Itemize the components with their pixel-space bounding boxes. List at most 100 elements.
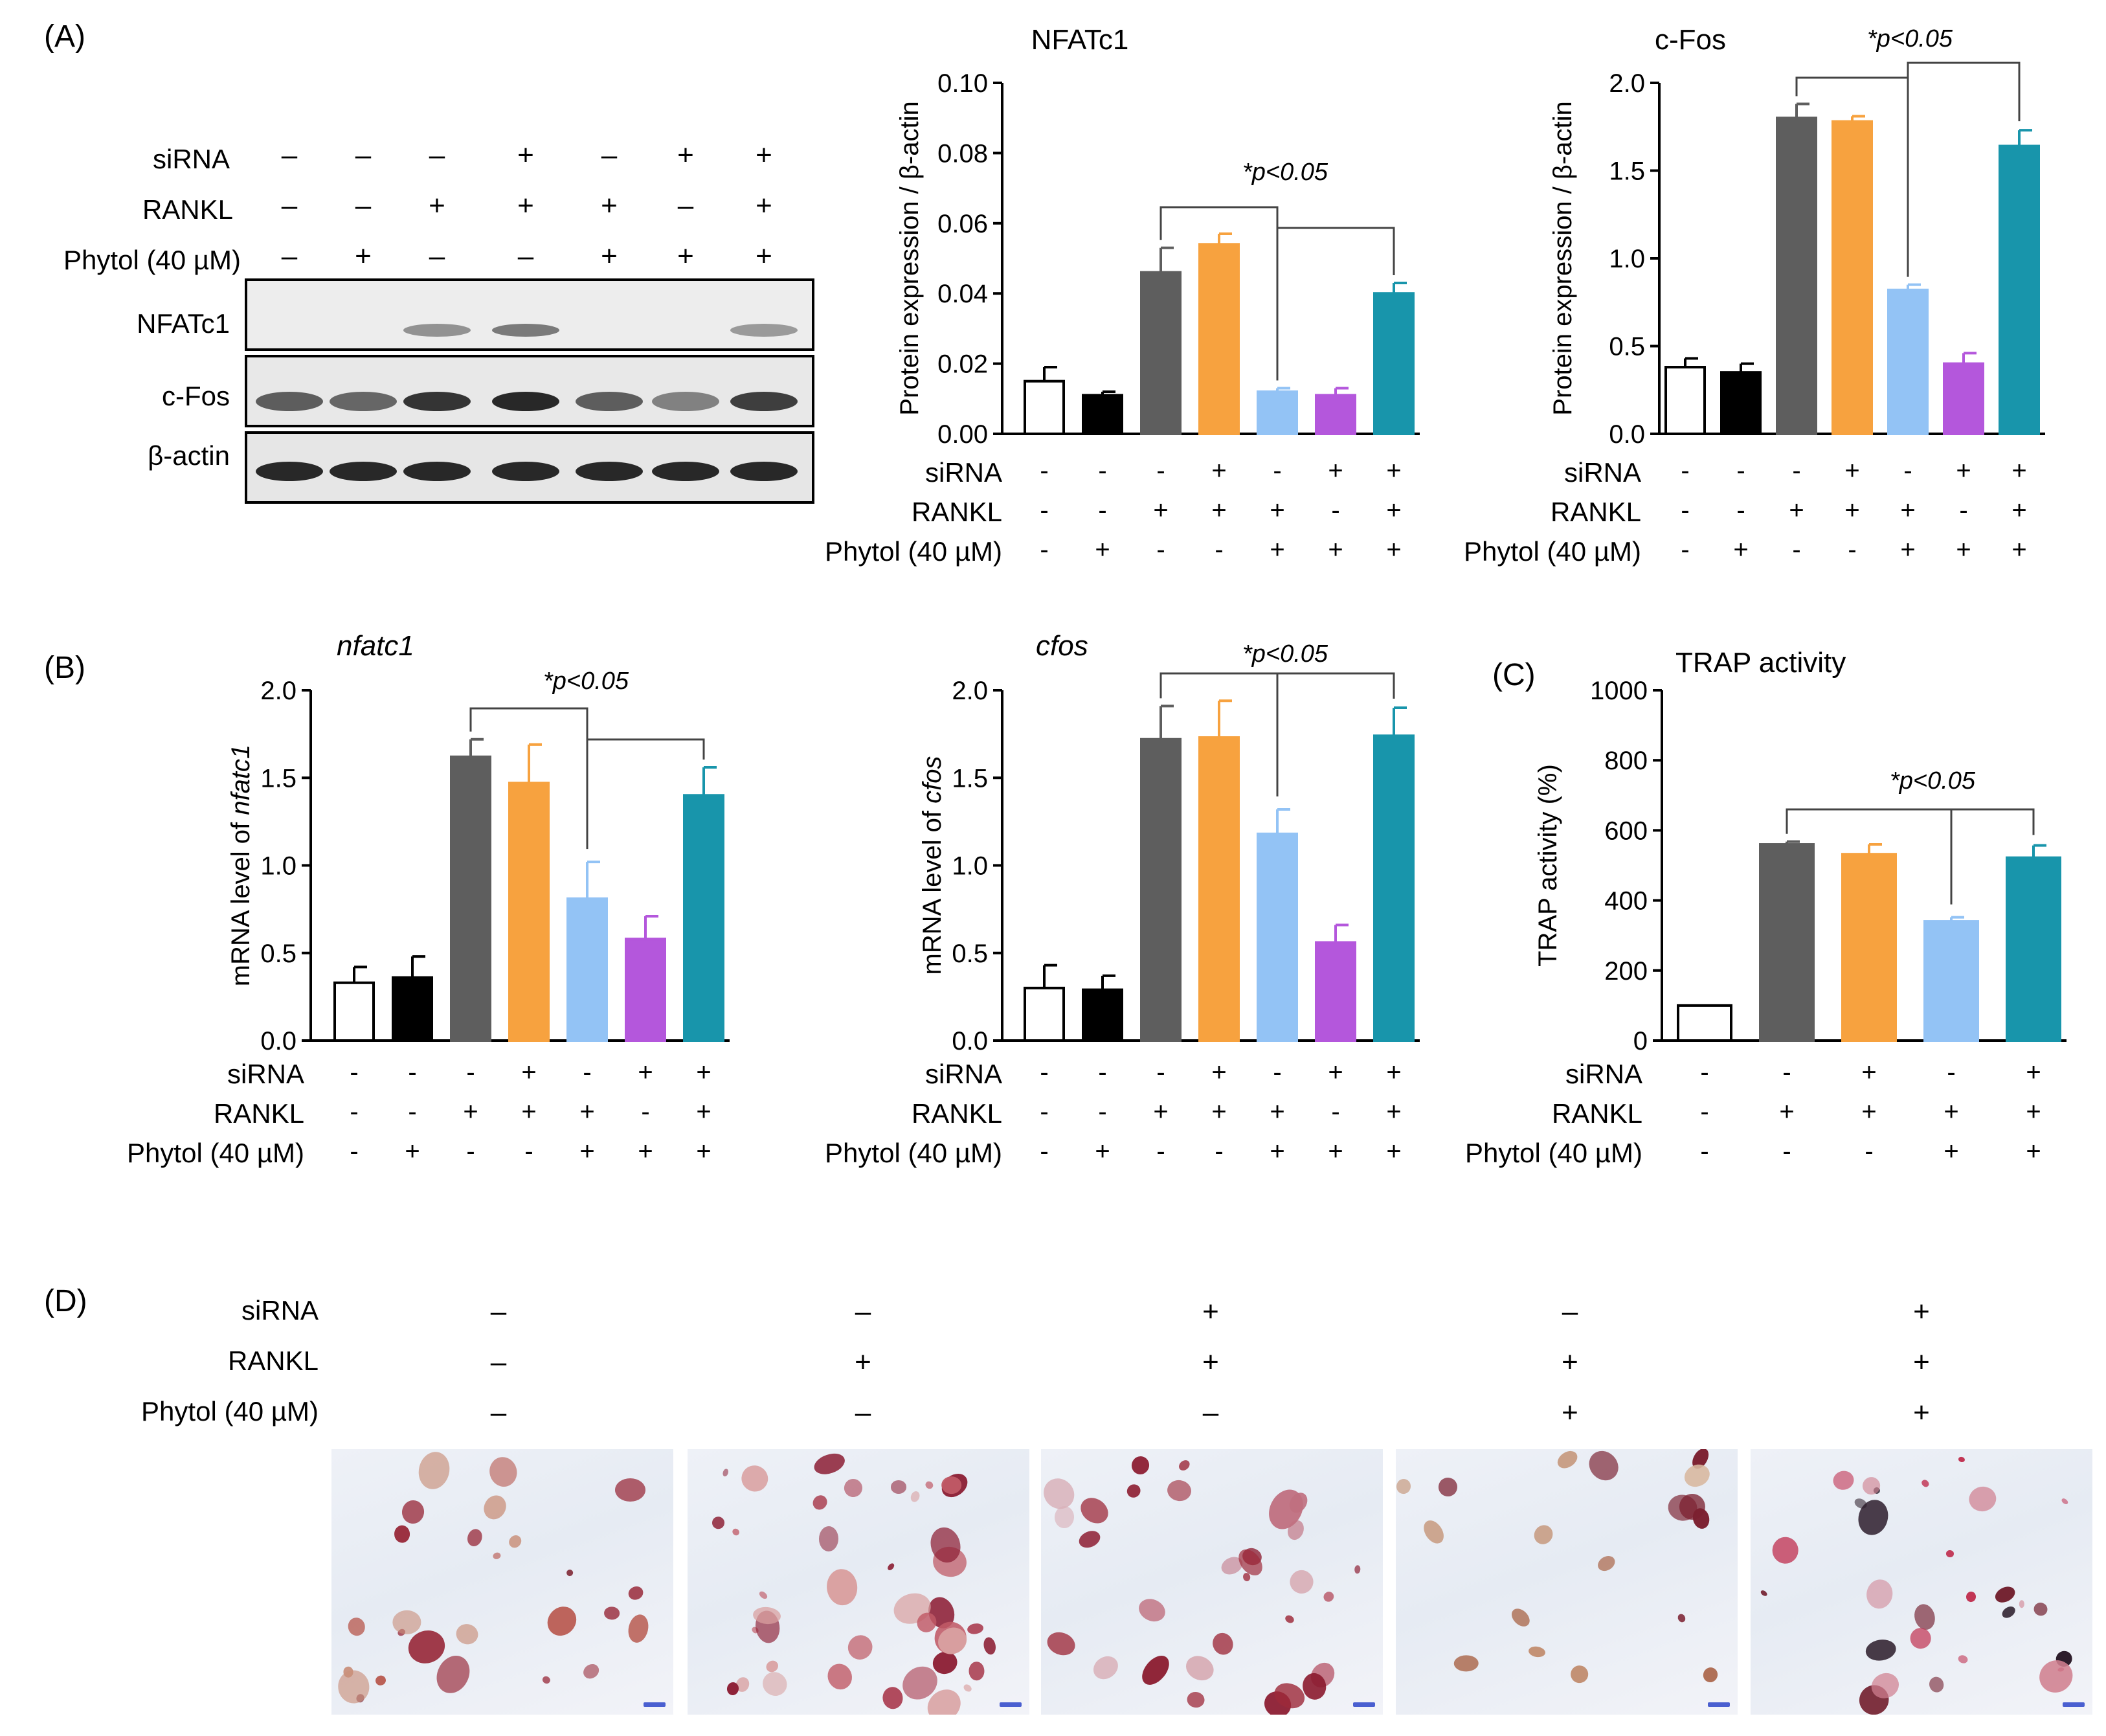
significance-annotation: *p<0.05 — [1242, 159, 1328, 186]
chart-nfatc1-protein: NFATc1 0.00 0.02 0.04 0.06 0.08 0.10 Protein ex… — [825, 24, 1420, 567]
blot-bands — [256, 324, 798, 481]
condition-symbol: + — [405, 1137, 420, 1166]
significance-annotation: *p<0.05 — [1890, 767, 1976, 795]
blot-rankl-symbol: – — [355, 190, 372, 221]
condition-symbol: - — [1156, 457, 1165, 485]
blot-sirna-symbol: + — [677, 139, 694, 171]
condition-symbol: - — [1040, 1137, 1048, 1166]
y-tick-label: 400 — [1604, 887, 1648, 916]
condition-label-rankl: RANKL — [214, 1098, 304, 1129]
y-tick-label: 2.0 — [952, 677, 988, 705]
y-tick-label: 0 — [1633, 1027, 1648, 1055]
bar — [1999, 144, 2040, 435]
significance-bracket — [1276, 227, 1395, 369]
blot-band-bactin — [652, 462, 719, 481]
chart-trap-activity: TRAP activity 0 200 400 600 800 1000 TRAP activ… — [1465, 647, 2067, 1168]
chart-title: nfatc1 — [337, 630, 414, 662]
bar — [1943, 362, 1984, 435]
micro-condition-symbols: – – + – + – + + + + – – – + + — [491, 1296, 1930, 1428]
blot-rankl-symbol: + — [601, 190, 618, 221]
condition-symbol: - — [1782, 1137, 1791, 1166]
condition-symbol: + — [579, 1098, 594, 1126]
condition-symbol: + — [1844, 496, 1859, 524]
condition-label-phytol: Phytol (40 µM) — [1464, 536, 1641, 567]
y-tick-label: 2.0 — [260, 677, 297, 705]
blot-rankl-symbol: + — [429, 190, 445, 221]
condition-symbol: - — [1736, 457, 1745, 485]
y-tick-label: 2.0 — [1609, 69, 1645, 98]
y-tick-label: 0.10 — [937, 69, 988, 98]
condition-symbol: - — [1903, 457, 1912, 485]
condition-symbol: + — [1386, 1098, 1401, 1126]
bar — [1140, 738, 1182, 1042]
y-tick-label: 0.0 — [1609, 420, 1645, 449]
bar — [333, 981, 375, 1042]
condition-symbol: + — [579, 1137, 594, 1166]
y-tick-label: 1000 — [1590, 677, 1648, 705]
condition-symbol: + — [696, 1058, 711, 1087]
micro-sirna-label: siRNA — [241, 1295, 319, 1325]
condition-symbol: - — [408, 1058, 416, 1087]
blot-sirna-symbol: – — [355, 139, 372, 171]
condition-symbol: - — [1700, 1058, 1708, 1087]
western-blot: siRNA RANKL Phytol (40 µM) – – – + – + +– – + + + –… — [63, 139, 814, 504]
chart-cfos-mrna: cfos 0.0 0.5 1.0 1.5 2.0 mRNA level of cfos siR… — [825, 630, 1420, 1168]
blot-phytol-symbol: – — [518, 240, 534, 272]
condition-symbol: + — [1270, 1098, 1284, 1126]
bar — [1024, 379, 1065, 436]
blot-band-cfos — [730, 392, 798, 411]
blot-phytol-symbol: + — [756, 240, 772, 272]
condition-symbol: + — [1386, 496, 1401, 524]
condition-symbol: - — [350, 1137, 358, 1166]
condition-symbol: - — [1736, 496, 1745, 524]
condition-symbol: + — [638, 1137, 653, 1166]
condition-symbol: - — [1700, 1137, 1708, 1166]
condition-symbol: - — [1947, 1058, 1955, 1087]
condition-symbol: - — [1156, 1058, 1165, 1087]
chart-title: NFATc1 — [1031, 24, 1129, 56]
panel-label-a: (A) — [44, 19, 85, 54]
condition-symbol: + — [1844, 457, 1859, 485]
condition-symbol: + — [521, 1058, 536, 1087]
condition-symbol: + — [1211, 1058, 1226, 1087]
blot-band-bactin — [576, 462, 643, 481]
condition-symbol: - — [350, 1058, 358, 1087]
bar — [1024, 986, 1065, 1042]
y-axis-label-italic: cfos — [918, 756, 947, 804]
condition-symbol: - — [1215, 1137, 1223, 1166]
bar — [1759, 843, 1815, 1043]
micro-rankl-symbol: + — [1562, 1346, 1578, 1378]
y-axis-label-text: mRNA level of — [227, 815, 255, 987]
condition-symbol: - — [1098, 1058, 1106, 1087]
blot-phytol-symbol: + — [601, 240, 618, 272]
y-tick-label: 0.5 — [952, 940, 988, 968]
blot-band-cfos — [403, 392, 471, 411]
bar — [625, 938, 666, 1042]
condition-symbol: - — [1848, 535, 1856, 564]
chart-title: TRAP activity — [1675, 647, 1846, 679]
condition-label-phytol: Phytol (40 µM) — [825, 536, 1002, 567]
blot-strip-nfatc1 — [245, 278, 814, 351]
condition-symbol: + — [2011, 457, 2026, 485]
blot-strip-cfos — [245, 355, 814, 427]
chart-nfatc1-mrna: nfatc1 0.0 0.5 1.0 1.5 2.0 mRNA level of nfatc… — [127, 630, 730, 1168]
y-tick-label: 200 — [1604, 957, 1648, 986]
micro-sirna-symbol: – — [491, 1296, 507, 1327]
blot-band-cfos — [256, 392, 323, 411]
blot-rankl-symbol: – — [678, 190, 694, 221]
condition-symbol: - — [1156, 535, 1165, 564]
blot-band-nfatc1 — [492, 324, 559, 337]
bar — [1841, 853, 1897, 1042]
blot-condition-symbols: – – – + – + + – – + + + – + – + – – + + + — [282, 139, 772, 272]
condition-symbol: + — [1095, 1137, 1110, 1166]
blot-sirna-symbol: + — [756, 139, 772, 171]
micro-phytol-symbol: + — [1562, 1397, 1578, 1428]
bar — [1373, 292, 1415, 436]
blot-phytol-symbol: – — [429, 240, 445, 272]
bar — [1832, 120, 1873, 435]
significance-bracket — [1276, 672, 1395, 796]
blot-phytol-symbol: – — [282, 240, 298, 272]
condition-symbol: - — [1098, 1098, 1106, 1126]
significance-annotation: *p<0.05 — [1242, 640, 1328, 668]
condition-symbol: + — [1956, 535, 1971, 564]
